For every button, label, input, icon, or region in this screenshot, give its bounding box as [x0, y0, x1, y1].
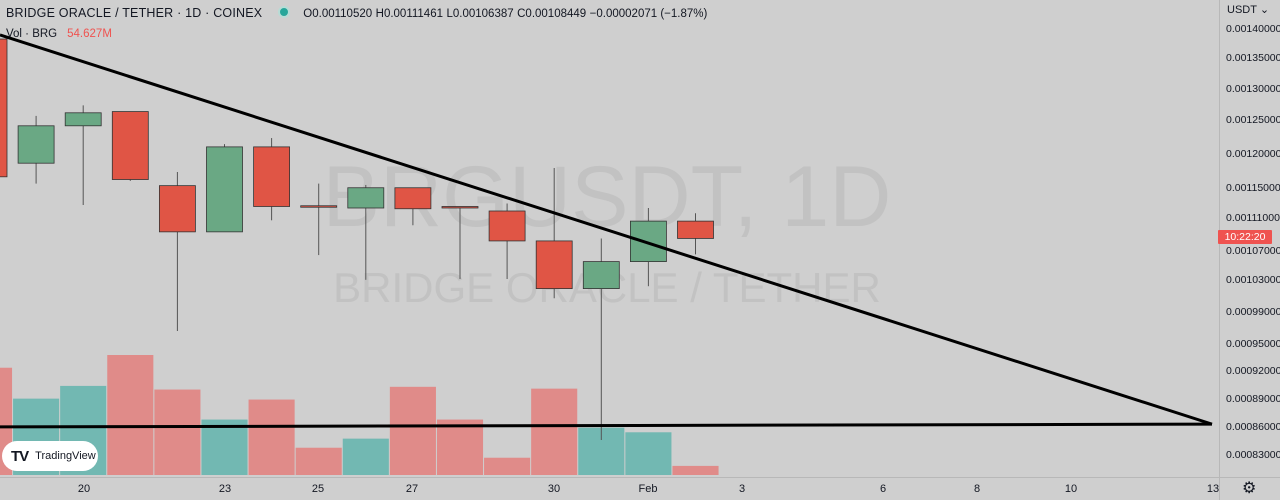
x-tick-label: Feb [639, 483, 658, 495]
candle-body [488, 210, 526, 242]
candle-body [17, 125, 55, 164]
candle[interactable] [630, 208, 667, 287]
volume-bar [625, 432, 672, 475]
x-tick-label: 13 [1207, 483, 1219, 495]
candle[interactable] [677, 213, 714, 255]
candle[interactable] [0, 38, 8, 182]
x-tick-label: 6 [880, 483, 886, 495]
candle[interactable] [488, 203, 526, 280]
market-status-icon [277, 6, 290, 18]
candle[interactable] [17, 115, 55, 184]
ohlc-change: −0.00002071 (−1.87%) [589, 8, 708, 20]
ohlc-low: L0.00106387 [446, 8, 514, 20]
candle[interactable] [394, 187, 432, 226]
x-tick-label: 23 [219, 483, 231, 495]
y-tick-label: 0.00115000 [1226, 182, 1280, 194]
y-tick-label: 0.00092000 [1226, 365, 1280, 377]
volume-bar [484, 457, 531, 475]
y-tick-label: 0.00125000 [1226, 114, 1280, 126]
volume-bar [342, 438, 389, 475]
candle-body [300, 205, 338, 208]
tradingview-logo[interactable]: TV TradingView [2, 441, 98, 471]
candle[interactable] [253, 138, 291, 221]
y-tick-label: 0.00140000 [1226, 23, 1280, 35]
candle-body [158, 185, 196, 233]
gear-icon[interactable]: ⚙ [1242, 480, 1257, 497]
candles [0, 38, 714, 440]
symbol-header: BRIDGE ORACLE / TETHER · 1D · COINEX O0.… [6, 6, 707, 20]
candle-body [630, 220, 667, 262]
volume-bar [248, 399, 295, 475]
y-tick-label: 0.00135000 [1226, 52, 1280, 64]
x-tick-label: 8 [974, 483, 980, 495]
currency-selector[interactable]: USDT ⌄ [1227, 3, 1269, 16]
y-tick-label: 0.00099000 [1226, 306, 1280, 318]
trendlines [0, 33, 1213, 429]
volume-bar [107, 355, 154, 475]
candle[interactable] [582, 238, 620, 440]
volume-legend[interactable]: Vol · BRG 54.627M [6, 28, 112, 40]
volume-bar [436, 419, 484, 475]
candle-body [111, 111, 149, 180]
volume-value: 54.627M [67, 28, 112, 40]
x-tick-label: 30 [548, 483, 560, 495]
candle[interactable] [300, 183, 338, 256]
candle-body [582, 261, 620, 290]
candle-body [535, 240, 573, 290]
volume-label: Vol · BRG [6, 28, 58, 40]
candle[interactable] [347, 184, 385, 280]
y-tick-label: 0.00095000 [1226, 338, 1280, 350]
x-tick-label: 3 [739, 483, 745, 495]
chevron-down-icon: ⌄ [1259, 4, 1270, 16]
candle-body [347, 187, 385, 209]
candle-body [206, 146, 243, 233]
tradingview-icon: TV [11, 447, 29, 465]
candle[interactable] [206, 144, 243, 233]
candle-body [253, 146, 291, 207]
x-tick-label: 25 [312, 483, 324, 495]
symbol-title[interactable]: BRIDGE ORACLE / TETHER · 1D · COINEX [6, 6, 263, 20]
volume-bar [389, 386, 436, 475]
trendline[interactable] [0, 33, 1213, 426]
ohlc-close: C0.00108449 [517, 8, 587, 20]
candle-body [0, 38, 8, 178]
countdown-badge: 10:22:20 [1218, 230, 1272, 244]
y-tick-label: 0.00083000 [1226, 449, 1280, 461]
y-tick-label: 0.00107000 [1226, 245, 1280, 257]
volume-bar [154, 389, 201, 475]
volume-bar [531, 388, 578, 475]
x-tick-label: 27 [406, 483, 418, 495]
candle[interactable] [158, 172, 196, 331]
y-tick-label: 0.00130000 [1226, 83, 1280, 95]
candle-body [441, 206, 479, 209]
volume-bars [0, 355, 719, 475]
volume-bar [201, 419, 248, 475]
y-tick-label: 0.00111000 [1226, 212, 1280, 224]
y-tick-label: 0.00103000 [1226, 274, 1280, 286]
candle-body [677, 220, 714, 239]
ohlc-high: H0.00111461 [375, 8, 443, 20]
y-tick-label: 0.00089000 [1226, 393, 1280, 405]
volume-bar [295, 447, 342, 475]
trendline[interactable] [0, 422, 1213, 429]
ohlc-open: O0.00110520 [303, 8, 373, 20]
currency-label: USDT [1227, 4, 1257, 16]
volume-bar [672, 465, 719, 475]
y-tick-label: 0.00086000 [1226, 421, 1280, 433]
candle[interactable] [111, 111, 149, 181]
candle[interactable] [441, 206, 479, 280]
candle-body [64, 112, 102, 127]
candle-body [394, 187, 432, 210]
x-tick-label: 10 [1065, 483, 1077, 495]
y-tick-label: 0.00120000 [1226, 148, 1280, 160]
branding-label: TradingView [35, 450, 96, 462]
candle[interactable] [64, 105, 102, 205]
candle[interactable] [535, 167, 573, 299]
x-tick-label: 20 [78, 483, 90, 495]
